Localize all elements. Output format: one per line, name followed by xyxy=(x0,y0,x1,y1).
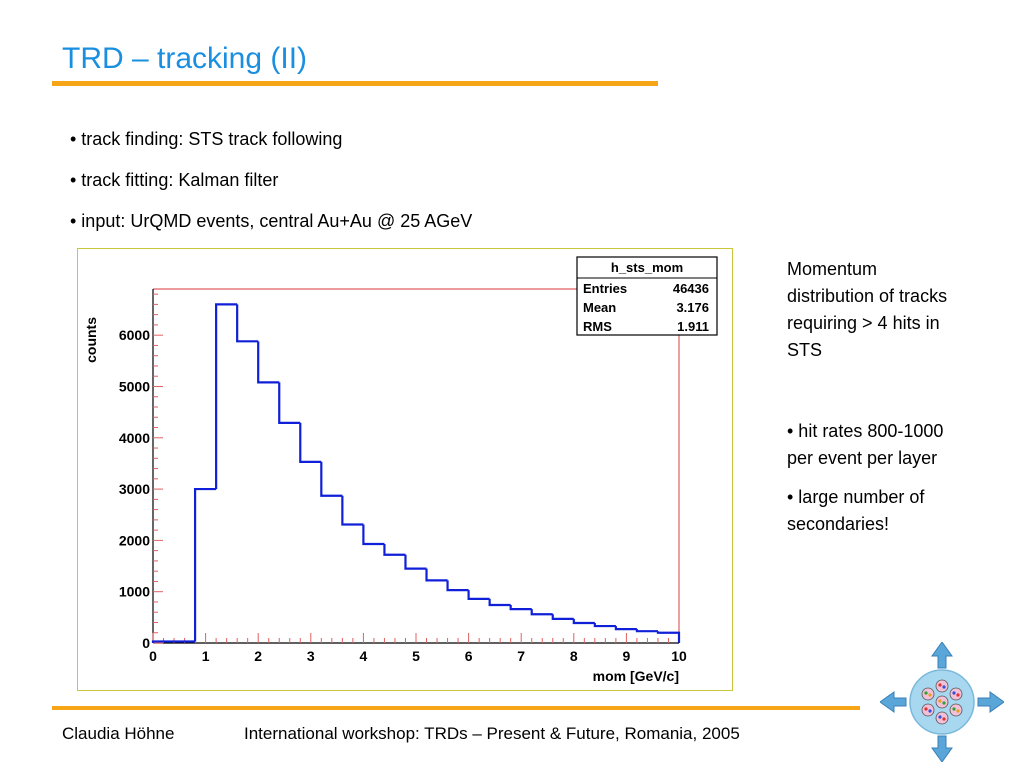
histogram-bin xyxy=(299,422,322,463)
stats-row-value: 3.176 xyxy=(676,300,709,315)
stats-row-value: 46436 xyxy=(673,281,709,296)
histogram-bin xyxy=(551,614,574,620)
histogram-bin xyxy=(614,626,637,631)
bullet-item: • track finding: STS track following xyxy=(70,129,343,149)
x-tick-label: 5 xyxy=(412,648,420,664)
slide-title: TRD – tracking (II) xyxy=(62,42,308,75)
y-tick-label: 2000 xyxy=(119,532,150,548)
histogram-bin xyxy=(362,524,385,546)
stats-row-value: 1.911 xyxy=(677,319,709,334)
cbm-detector-icon xyxy=(879,641,1005,767)
y-tick-label: 6000 xyxy=(119,327,150,343)
histogram-bin xyxy=(467,590,490,600)
x-tick-label: 6 xyxy=(465,648,473,664)
histogram-bin xyxy=(193,487,217,642)
stats-box-title: h_sts_mom xyxy=(611,260,683,275)
histogram-bin xyxy=(488,598,511,607)
x-axis-label: mom [GeV/c] xyxy=(593,668,679,684)
histogram-bin xyxy=(425,568,448,582)
histogram-bin xyxy=(656,631,681,643)
chart-caption: Momentum distribution of tracks requirin… xyxy=(787,259,948,360)
x-tick-label: 8 xyxy=(570,648,578,664)
histogram-bin xyxy=(278,382,301,425)
histogram-bin xyxy=(215,303,238,490)
histogram-bin xyxy=(404,554,427,570)
histogram-bin xyxy=(257,341,280,384)
histogram-bin xyxy=(593,622,616,628)
stats-box xyxy=(576,256,718,336)
y-axis-label: counts xyxy=(83,317,99,363)
histogram-bin xyxy=(151,640,175,643)
histogram-bin xyxy=(341,495,364,526)
footer-divider xyxy=(52,706,860,710)
stats-row-label: RMS xyxy=(583,319,612,334)
histogram-bin xyxy=(530,609,553,616)
x-tick-label: 10 xyxy=(671,648,687,664)
footer-author: Claudia Höhne xyxy=(62,724,175,743)
side-bullet-list: • hit rates 800-1000 per event per layer… xyxy=(787,418,957,550)
histogram-bin xyxy=(509,605,532,611)
histogram-bin xyxy=(383,543,406,556)
side-bullet-item: • large number of secondaries! xyxy=(787,487,925,534)
bullet-item: • input: UrQMD events, central Au+Au @ 2… xyxy=(70,211,473,231)
bullet-list: • track finding: STS track following • t… xyxy=(70,127,472,250)
x-tick-label: 1 xyxy=(202,648,210,664)
y-tick-label: 3000 xyxy=(119,481,150,497)
histogram-bin xyxy=(635,629,658,633)
histogram-bin xyxy=(320,461,343,497)
stats-row-label: Mean xyxy=(583,300,616,315)
histogram-bin xyxy=(236,304,259,343)
stats-row-label: Entries xyxy=(583,281,627,296)
y-tick-label: 1000 xyxy=(119,584,150,600)
x-tick-label: 4 xyxy=(360,648,368,664)
histogram-chart: 0 1 2 3 4 5 6 7 8 9 10 0 1000 2000 3000 4000 5000 6000 mom… xyxy=(77,248,733,691)
y-tick-label: 5000 xyxy=(119,378,150,394)
x-tick-label: 9 xyxy=(623,648,631,664)
x-tick-label: 3 xyxy=(307,648,315,664)
histogram-bin xyxy=(572,618,595,625)
histogram-svg: 0 1 2 3 4 5 6 7 8 9 10 0 1000 2000 3000 4000 5000 6000 mom… xyxy=(83,256,718,684)
footer-event: International workshop: TRDs – Present &… xyxy=(244,724,740,743)
histogram-bin xyxy=(446,580,469,592)
x-tick-label: 0 xyxy=(149,648,157,664)
x-tick-label: 7 xyxy=(517,648,525,664)
y-tick-label: 0 xyxy=(142,635,150,651)
y-tick-label: 4000 xyxy=(119,430,150,446)
bullet-item: • track fitting: Kalman filter xyxy=(70,170,279,190)
side-bullet-item: • hit rates 800-1000 per event per layer xyxy=(787,421,944,468)
x-tick-label: 2 xyxy=(254,648,262,664)
title-divider xyxy=(52,81,658,86)
